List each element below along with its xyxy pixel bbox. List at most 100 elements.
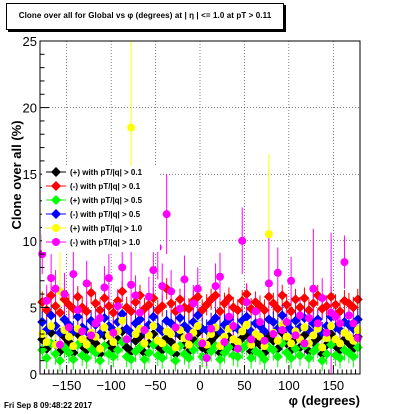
- data-point: [41, 353, 52, 364]
- data-point: [176, 304, 184, 313]
- y-tick-label: 25: [23, 34, 37, 49]
- data-point: [353, 326, 362, 335]
- data-point: [42, 338, 51, 347]
- data-point: [167, 330, 176, 339]
- data-point: [281, 299, 292, 310]
- data-point: [224, 312, 233, 321]
- data-point: [64, 332, 73, 341]
- data-point: [90, 298, 101, 309]
- data-point: [259, 305, 270, 316]
- y-tick-labels: 0 5 10 15 20 25: [23, 34, 37, 382]
- data-point: [108, 307, 119, 318]
- y-tick-label: 20: [23, 101, 37, 116]
- data-point: [127, 280, 136, 289]
- data-point: [170, 355, 181, 366]
- legend-marker: [51, 195, 61, 205]
- data-point: [100, 283, 109, 292]
- data-point: [277, 310, 288, 321]
- data-point: [42, 296, 51, 305]
- data-point: [290, 294, 301, 305]
- series-2: [37, 337, 363, 366]
- y-axis-label: Clone over all (%): [9, 120, 24, 229]
- data-point: [291, 331, 300, 340]
- data-point: [210, 290, 221, 301]
- data-point: [109, 328, 118, 337]
- data-point: [278, 326, 287, 335]
- data-point: [299, 293, 310, 304]
- x-tick-label: −50: [145, 378, 167, 393]
- data-point: [158, 282, 167, 291]
- y-tick-label: 15: [23, 167, 37, 182]
- data-point: [46, 310, 57, 321]
- data-point: [184, 332, 193, 341]
- legend-entry: (+) with pT/|q| > 1.0: [70, 224, 143, 233]
- data-point: [95, 355, 105, 366]
- chart-title: Clone over all for Global vs φ (degrees)…: [18, 11, 272, 20]
- data-point: [104, 274, 113, 283]
- data-point: [118, 263, 127, 272]
- data-point: [207, 324, 216, 333]
- legend-marker: [52, 224, 60, 232]
- data-point: [72, 291, 83, 302]
- data-point: [109, 338, 118, 347]
- data-point: [144, 292, 153, 301]
- data-point: [100, 323, 109, 332]
- data-point: [117, 309, 128, 320]
- data-point: [202, 354, 211, 363]
- x-tick-label: 100: [278, 378, 300, 393]
- data-point: [331, 312, 340, 321]
- data-point: [148, 311, 159, 322]
- data-point: [251, 307, 260, 316]
- data-point: [171, 343, 180, 352]
- data-point: [241, 289, 252, 300]
- data-point: [95, 305, 105, 316]
- data-point: [330, 299, 341, 310]
- data-point: [353, 334, 362, 343]
- data-point: [184, 340, 193, 349]
- data-point: [87, 331, 96, 340]
- data-point: [50, 301, 61, 312]
- data-point: [50, 349, 61, 360]
- x-tick-label: −150: [52, 378, 81, 393]
- data-point: [318, 343, 327, 352]
- title-box: Clone over all for Global vs φ (degrees)…: [6, 3, 284, 30]
- data-point: [113, 302, 122, 311]
- data-point: [344, 311, 353, 320]
- data-point: [340, 258, 349, 267]
- data-point: [139, 354, 150, 365]
- data-point: [233, 344, 242, 353]
- data-point: [242, 298, 251, 307]
- legend-marker: [51, 167, 61, 177]
- legend-marker: [52, 238, 60, 246]
- legend-entry: (-) with pT/|q| > 0.5: [70, 210, 141, 219]
- data-point: [183, 353, 194, 364]
- data-point: [256, 318, 264, 327]
- data-point: [295, 350, 305, 361]
- data-point: [272, 303, 283, 314]
- data-point: [232, 351, 243, 362]
- data-point: [308, 298, 319, 309]
- data-point: [264, 230, 273, 239]
- data-point: [193, 322, 202, 331]
- data-point: [300, 323, 309, 332]
- data-point: [69, 342, 78, 351]
- data-point: [121, 323, 132, 334]
- data-point: [309, 284, 318, 293]
- data-point: [263, 291, 274, 302]
- data-point: [260, 336, 269, 345]
- x-axis-label: φ (degrees): [289, 393, 360, 408]
- legend-box: [42, 166, 160, 252]
- data-point: [64, 323, 73, 332]
- data-point: [348, 302, 359, 313]
- data-point: [296, 311, 304, 320]
- data-point: [126, 354, 137, 365]
- data-point: [229, 322, 238, 331]
- data-point: [241, 311, 252, 322]
- data-point: [130, 297, 141, 308]
- data-point: [269, 330, 278, 339]
- data-point: [121, 302, 132, 313]
- legend-entry: (-) with pT/|q| > 0.1: [70, 182, 141, 191]
- x-tick-label: −100: [96, 378, 125, 393]
- data-point: [303, 305, 314, 316]
- data-point: [99, 293, 110, 304]
